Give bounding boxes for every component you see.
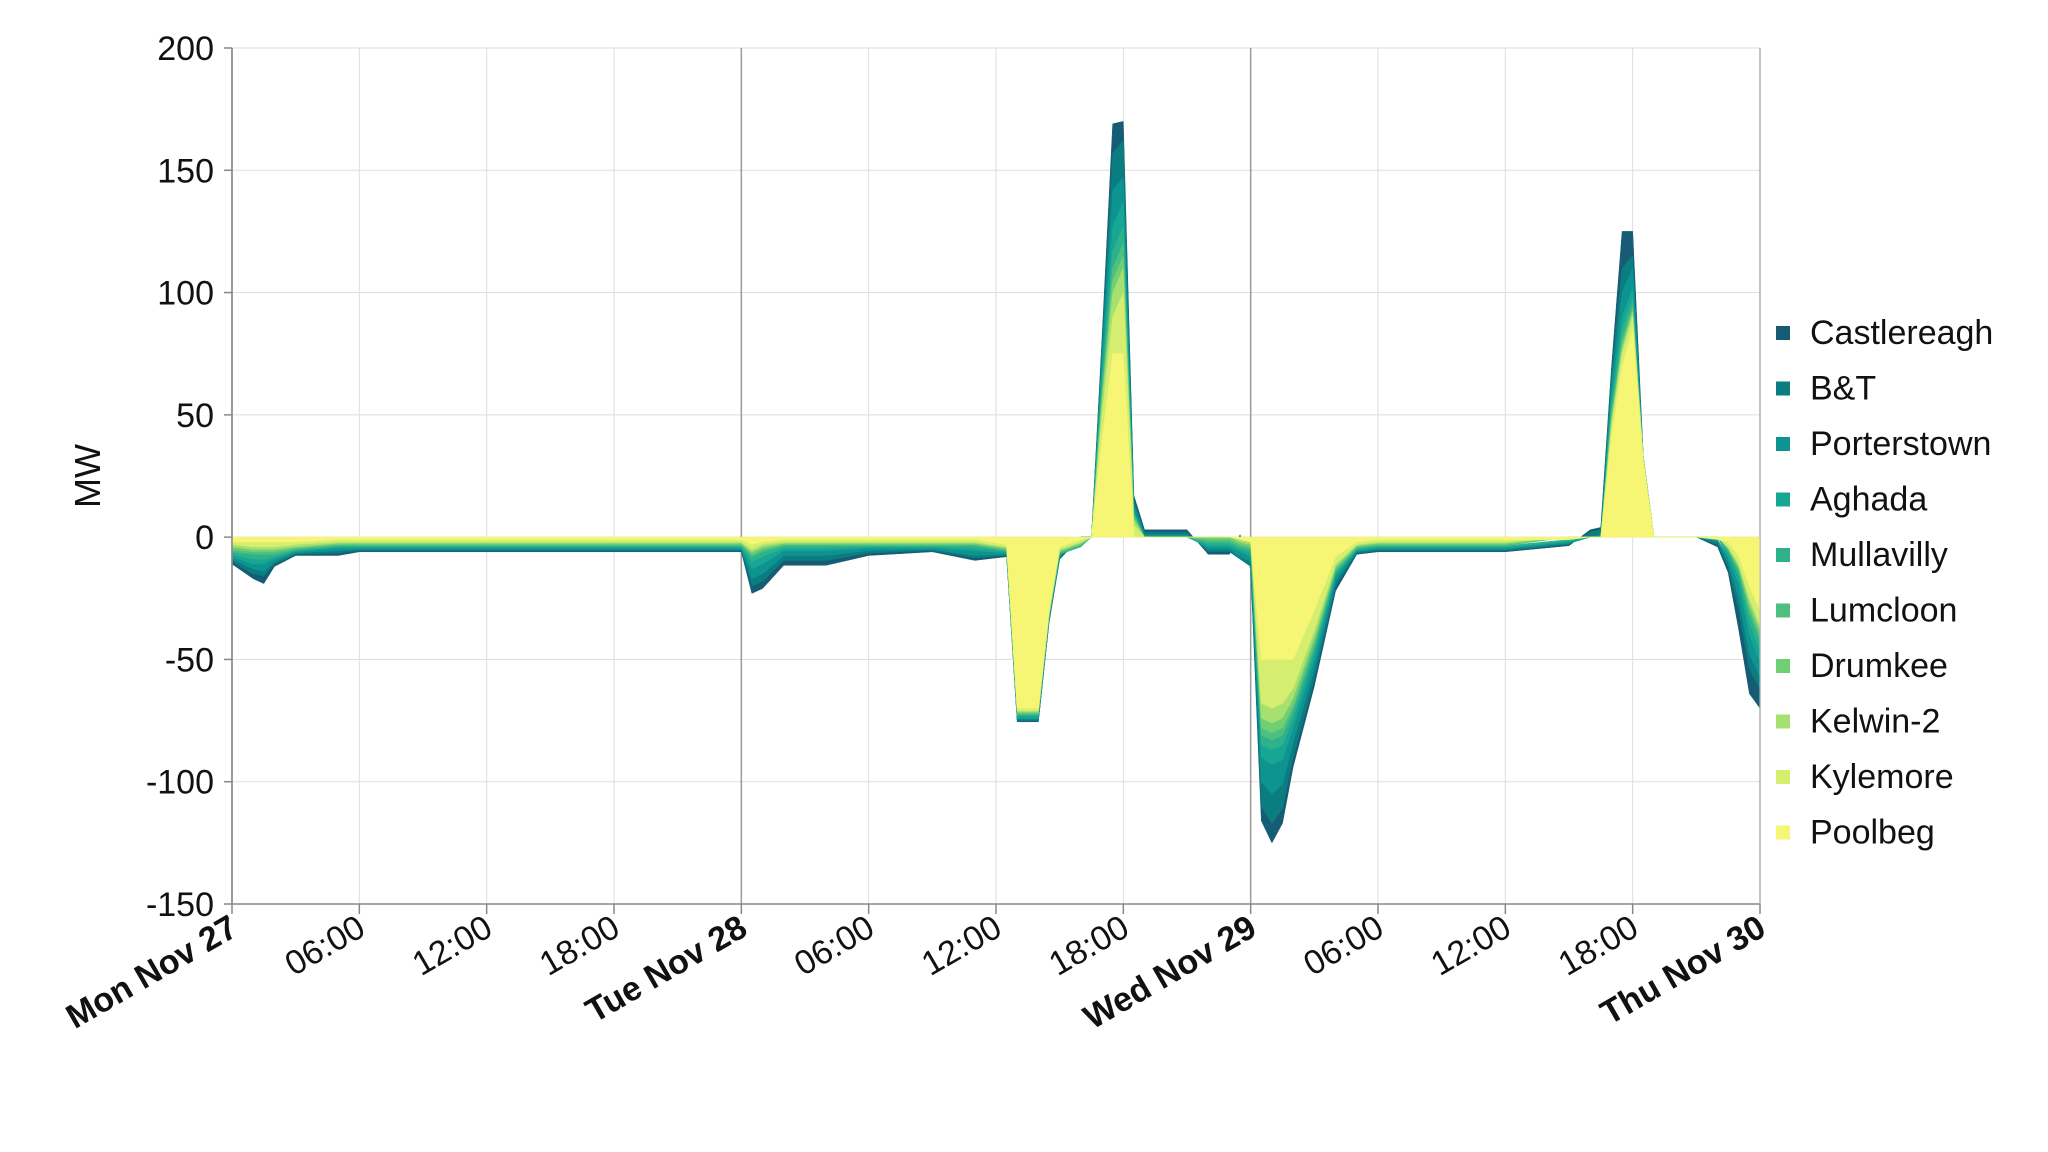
legend-label: Drumkee bbox=[1810, 647, 1948, 685]
legend-label: B&T bbox=[1810, 370, 1876, 408]
x-tick-label-hour: 12:00 bbox=[915, 908, 1008, 983]
x-tick-label-hour: 06:00 bbox=[788, 908, 881, 983]
x-tick-label-hour: 12:00 bbox=[406, 908, 499, 983]
legend: Castlereagh B&T Porterstown Aghada Mullavill… bbox=[1776, 314, 1993, 852]
x-tick-label-hour: 18:00 bbox=[1043, 908, 1136, 983]
y-tick-label: -150 bbox=[146, 886, 214, 924]
legend-label: Aghada bbox=[1810, 481, 1927, 519]
x-tick-label-hour: 18:00 bbox=[1552, 908, 1645, 983]
legend-swatch bbox=[1776, 492, 1790, 507]
y-axis-title: MW bbox=[67, 444, 108, 508]
x-tick-label-day: Mon Nov 27 bbox=[60, 908, 244, 1036]
y-axis-ticks: -150 -100 -50 0 50 100 150 200 bbox=[146, 30, 232, 924]
legend-item-kelwin-2: Kelwin-2 bbox=[1776, 703, 1940, 741]
legend-swatch bbox=[1776, 825, 1790, 840]
legend-label: Mullavilly bbox=[1810, 536, 1948, 574]
legend-item-lumcloon: Lumcloon bbox=[1776, 592, 1957, 630]
x-tick-label-hour: 06:00 bbox=[279, 908, 372, 983]
legend-item-aghada: Aghada bbox=[1776, 481, 1927, 519]
legend-label: Porterstown bbox=[1810, 425, 1991, 463]
legend-label: Kylemore bbox=[1810, 758, 1954, 796]
legend-swatch bbox=[1776, 659, 1790, 673]
legend-swatch bbox=[1776, 603, 1790, 618]
legend-item-mullavilly: Mullavilly bbox=[1776, 536, 1948, 574]
legend-swatch bbox=[1776, 381, 1790, 396]
legend-label: Castlereagh bbox=[1810, 314, 1993, 352]
legend-label: Lumcloon bbox=[1810, 592, 1957, 630]
y-tick-label: -100 bbox=[146, 764, 214, 802]
y-tick-label: 50 bbox=[176, 397, 214, 435]
legend-swatch bbox=[1776, 437, 1790, 451]
y-tick-label: 0 bbox=[195, 519, 214, 557]
legend-item-kylemore: Kylemore bbox=[1776, 758, 1954, 796]
legend-item-porterstown: Porterstown bbox=[1776, 425, 1991, 463]
legend-swatch bbox=[1776, 714, 1790, 729]
legend-item-drumkee: Drumkee bbox=[1776, 647, 1948, 685]
legend-item-poolbeg: Poolbeg bbox=[1776, 814, 1935, 852]
y-tick-label: 150 bbox=[157, 152, 214, 190]
x-tick-label-hour: 12:00 bbox=[1425, 908, 1518, 983]
x-tick-label-hour: 18:00 bbox=[533, 908, 626, 983]
x-tick-label-hour: 06:00 bbox=[1297, 908, 1390, 983]
legend-swatch bbox=[1776, 326, 1790, 340]
legend-label: Poolbeg bbox=[1810, 814, 1935, 852]
y-tick-label: 200 bbox=[157, 30, 214, 68]
legend-swatch bbox=[1776, 770, 1790, 784]
legend-swatch bbox=[1776, 548, 1790, 562]
legend-item-b-t: B&T bbox=[1776, 370, 1876, 408]
y-tick-label: 100 bbox=[157, 275, 214, 313]
legend-label: Kelwin-2 bbox=[1810, 703, 1940, 741]
legend-item-castlereagh: Castlereagh bbox=[1776, 314, 1993, 352]
y-tick-label: -50 bbox=[165, 641, 214, 679]
